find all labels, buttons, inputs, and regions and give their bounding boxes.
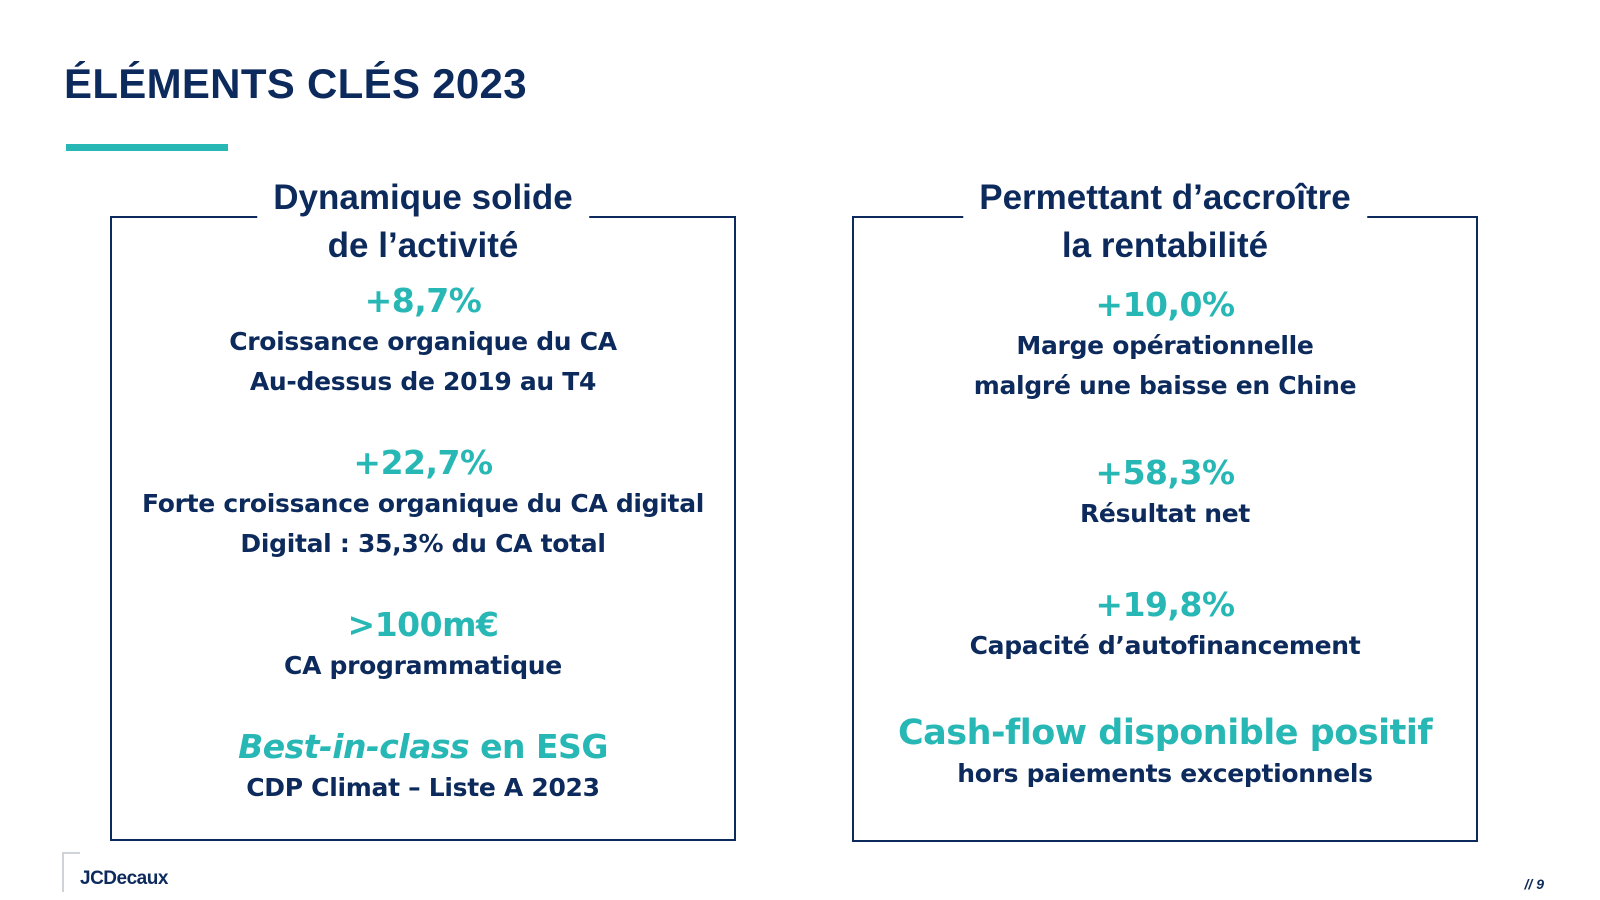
metric-value-italic: Best-in-class	[238, 727, 470, 766]
metric-label: malgré une baisse en Chine	[973, 371, 1357, 400]
metric-net-income: +58,3% Résultat net	[854, 452, 1476, 534]
left-panel-heading-line-2: de l’activité	[327, 226, 519, 265]
right-panel: Permettant d’accroître la rentabilité +1…	[852, 174, 1478, 842]
metric-value: +19,8%	[1095, 585, 1235, 624]
logo-text: JCDecaux	[80, 868, 168, 889]
metric-label: CDP Climat – Liste A 2023	[246, 773, 600, 802]
metric-label: Résultat net	[1079, 499, 1251, 528]
page-title: ÉLÉMENTS CLÉS 2023	[64, 60, 527, 107]
right-panel-heading-line-1: Permettant d’accroître	[979, 178, 1351, 217]
metric-organic-growth: +8,7% Croissance organique du CA Au-dess…	[112, 280, 734, 402]
metric-value: Cash-flow disponible positif	[897, 713, 1433, 753]
metric-label: Au-dessus de 2019 au T4	[249, 367, 597, 396]
metric-self-financing: +19,8% Capacité d’autofinancement	[854, 584, 1476, 666]
metric-label: Marge opérationnelle	[1016, 331, 1314, 360]
left-panel-heading: Dynamique solide de l’activité	[257, 174, 589, 270]
metric-programmatic: >100m€ CA programmatique	[112, 604, 734, 686]
logo-bracket	[62, 852, 80, 892]
metric-label: CA programmatique	[284, 651, 562, 680]
metric-value: Best-in-class en ESG	[112, 726, 734, 768]
left-panel: Dynamique solide de l’activité +8,7% Cro…	[110, 174, 736, 841]
metric-esg: Best-in-class en ESG CDP Climat – Liste …	[112, 726, 734, 808]
right-panel-heading-line-2: la rentabilité	[1061, 226, 1269, 265]
metric-value: +8,7%	[364, 281, 482, 320]
metric-value: >100m€	[347, 605, 499, 644]
metric-value: +10,0%	[1095, 285, 1235, 324]
title-underline	[66, 144, 228, 151]
metric-digital-growth: +22,7% Forte croissance organique du CA …	[112, 442, 734, 564]
metric-operating-margin: +10,0% Marge opérationnelle malgré une b…	[854, 284, 1476, 406]
metric-value-rest: en ESG	[469, 727, 608, 766]
left-panel-heading-line-1: Dynamique solide	[273, 178, 573, 217]
metric-label: Capacité d’autofinancement	[969, 631, 1361, 660]
company-logo: JCDecaux	[62, 852, 192, 896]
right-panel-heading: Permettant d’accroître la rentabilité	[963, 174, 1367, 270]
metric-value: +58,3%	[1095, 453, 1235, 492]
metric-label: Digital : 35,3% du CA total	[240, 529, 606, 558]
metric-label: Forte croissance organique du CA digital	[141, 489, 705, 518]
metric-label: Croissance organique du CA	[229, 327, 617, 356]
page-number: // 9	[1524, 876, 1544, 892]
metric-value: +22,7%	[353, 443, 493, 482]
metric-label: hors paiements exceptionnels	[957, 759, 1373, 788]
metric-free-cash-flow: Cash-flow disponible positif hors paieme…	[854, 712, 1476, 794]
